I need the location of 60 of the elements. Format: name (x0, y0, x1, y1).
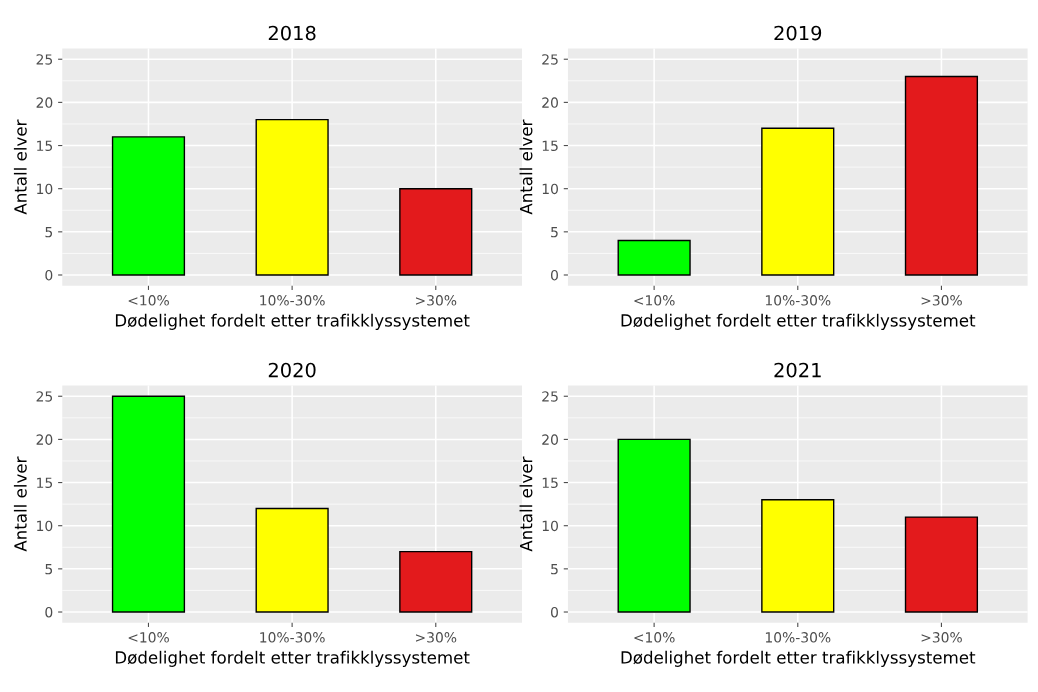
y-tick-label: 25 (36, 54, 53, 65)
y-tick-label: 15 (37, 477, 53, 489)
y-tick-label: 20 (542, 434, 558, 445)
x-tick-label: >30% (415, 295, 457, 306)
y-tick-label: 0 (45, 606, 53, 618)
chart-title: 2021 (774, 362, 821, 378)
x-tick-label: >30% (921, 295, 962, 306)
x-tick-label: <10% (128, 632, 169, 643)
y-tick-label: 10 (542, 520, 558, 532)
y-axis-title: Antall elver (519, 119, 533, 215)
x-tick-label: <10% (634, 295, 675, 306)
y-tick-label: 20 (36, 97, 53, 108)
bar (761, 499, 835, 613)
y-tick-label: 0 (550, 606, 558, 618)
bar (255, 118, 329, 276)
y-tick-label: 5 (45, 564, 53, 575)
x-tick-label: >30% (415, 632, 457, 643)
y-tick-label: 0 (45, 269, 53, 281)
bar (399, 550, 473, 613)
y-tick-label: 25 (542, 391, 558, 402)
chart-title: 2018 (268, 25, 316, 41)
y-tick-label: 10 (37, 183, 53, 195)
y-tick-label: 10 (542, 183, 558, 195)
y-tick-label: 25 (542, 54, 558, 65)
y-tick-label: 15 (542, 477, 558, 489)
x-axis-title: Dødelighet fordelt etter trafikklyssystemet (115, 313, 470, 330)
y-tick-label: 20 (542, 97, 558, 108)
bar (111, 136, 186, 276)
y-tick-label: 20 (36, 434, 53, 445)
x-tick-label: >30% (921, 632, 962, 643)
y-tick-label: 25 (36, 391, 53, 402)
y-tick-label: 15 (37, 140, 53, 152)
bar (617, 239, 691, 276)
y-tick-label: 5 (551, 564, 558, 575)
y-axis-title: Antall elver (519, 456, 533, 552)
y-tick-label: 15 (542, 140, 558, 152)
x-tick-label: 10%-30% (765, 295, 831, 306)
bar (904, 75, 979, 276)
y-tick-label: 5 (551, 226, 558, 238)
bar (111, 395, 186, 613)
x-tick-label: <10% (634, 632, 675, 643)
x-tick-label: <10% (128, 295, 169, 306)
chart-title: 2020 (268, 362, 316, 378)
bar (761, 127, 835, 276)
y-tick-label: 5 (45, 226, 53, 238)
y-tick-label: 0 (550, 269, 558, 281)
x-tick-label: 10%-30% (260, 295, 325, 306)
chart-title: 2019 (774, 25, 822, 41)
x-tick-label: 10%-30% (260, 632, 325, 643)
x-axis-title: Dødelighet fordelt etter trafikklyssystemet (115, 650, 470, 667)
y-tick-label: 10 (37, 520, 53, 532)
bar (904, 516, 979, 613)
x-tick-label: 10%-30% (765, 632, 831, 643)
x-axis-title: Dødelighet fordelt etter trafikklyssystemet (621, 313, 976, 330)
y-axis-title: Antall elver (13, 119, 27, 215)
bar (399, 187, 473, 276)
bar (255, 507, 329, 613)
y-axis-title: Antall elver (13, 456, 27, 552)
bar (617, 438, 691, 613)
x-axis-title: Dødelighet fordelt etter trafikklyssystemet (621, 650, 976, 667)
